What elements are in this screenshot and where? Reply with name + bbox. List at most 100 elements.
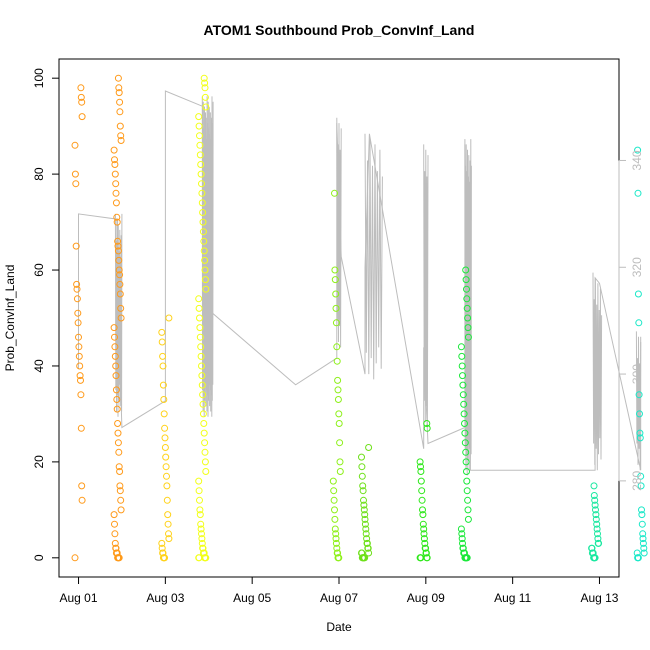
data-point — [115, 266, 123, 274]
data-point — [419, 511, 427, 519]
data-point — [164, 511, 172, 519]
data-point — [635, 319, 643, 327]
data-point — [334, 386, 342, 394]
data-point — [75, 352, 83, 360]
data-point — [196, 314, 203, 322]
data-point — [116, 271, 124, 279]
data-point — [334, 376, 342, 384]
data-point — [416, 554, 424, 562]
data-point — [74, 309, 82, 317]
data-point — [335, 410, 343, 418]
data-point — [636, 434, 644, 442]
data-point — [111, 539, 119, 547]
data-point — [117, 496, 125, 504]
data-point — [460, 549, 468, 557]
data-point — [459, 381, 467, 389]
data-point — [588, 544, 596, 552]
data-point — [158, 328, 166, 336]
data-point — [639, 530, 647, 538]
data-point — [359, 482, 367, 490]
secondary-trace-segment — [592, 272, 603, 471]
data-point — [359, 487, 367, 495]
data-point — [162, 453, 170, 461]
data-point — [114, 429, 122, 437]
secondary-trace-segment — [201, 96, 214, 417]
data-point — [331, 266, 339, 274]
data-point — [634, 290, 642, 298]
data-point — [461, 429, 469, 437]
secondary-trace-segment — [423, 144, 429, 428]
data-point — [332, 290, 340, 298]
data-point — [112, 362, 120, 370]
data-point — [462, 448, 470, 456]
data-point — [114, 420, 122, 427]
data-point — [200, 74, 208, 82]
data-point — [164, 520, 172, 528]
data-point — [76, 372, 84, 380]
x-tick-label: Aug 13 — [580, 591, 618, 605]
data-point — [336, 458, 344, 466]
data-point — [459, 372, 466, 380]
data-point — [200, 237, 208, 245]
data-point — [331, 189, 338, 197]
data-point — [464, 496, 472, 504]
data-point — [115, 448, 123, 456]
data-point — [114, 439, 122, 447]
data-point — [461, 439, 469, 447]
data-point — [590, 492, 598, 499]
data-point — [71, 141, 79, 149]
data-point — [635, 391, 643, 399]
data-point — [365, 549, 373, 557]
data-point — [199, 549, 207, 557]
data-point — [202, 468, 210, 475]
data-point — [159, 352, 167, 360]
x-tick-label: Aug 03 — [146, 591, 184, 605]
data-point — [159, 549, 167, 557]
data-point — [362, 525, 370, 533]
data-point — [196, 496, 203, 504]
data-point — [592, 515, 600, 523]
secondary-trace-segment — [364, 133, 383, 380]
data-point — [110, 511, 118, 519]
data-point — [202, 285, 210, 293]
data-point — [457, 525, 465, 533]
data-point — [199, 410, 207, 418]
data-point — [637, 472, 645, 480]
data-point — [159, 362, 167, 370]
data-point — [331, 525, 339, 533]
data-point — [638, 511, 646, 519]
data-point — [77, 424, 85, 432]
data-point — [332, 319, 340, 327]
data-point — [419, 506, 426, 514]
data-point — [117, 132, 125, 140]
data-point — [634, 554, 642, 562]
data-point — [195, 113, 203, 121]
data-point — [199, 391, 207, 399]
data-point — [459, 544, 467, 552]
data-point — [199, 228, 207, 236]
data-point — [197, 161, 205, 168]
data-point — [115, 256, 123, 264]
data-point — [633, 549, 641, 557]
data-point — [117, 304, 125, 312]
data-point — [78, 496, 86, 504]
y-tick-label: 40 — [32, 359, 46, 373]
data-point — [163, 472, 170, 480]
data-point — [332, 539, 340, 547]
data-point — [417, 463, 424, 471]
right-tick-label: 300 — [630, 364, 644, 384]
data-point — [416, 458, 424, 466]
data-point — [75, 343, 83, 351]
data-point — [162, 463, 170, 471]
data-point — [195, 304, 203, 312]
data-point — [332, 304, 340, 312]
data-point — [196, 506, 204, 514]
data-point — [77, 376, 84, 384]
data-point — [332, 535, 340, 543]
data-point — [201, 266, 209, 274]
data-point — [75, 333, 82, 341]
x-tick-label: Aug 01 — [60, 591, 98, 605]
data-point — [336, 439, 344, 447]
right-axis: 280 300 320 340 — [618, 150, 644, 491]
